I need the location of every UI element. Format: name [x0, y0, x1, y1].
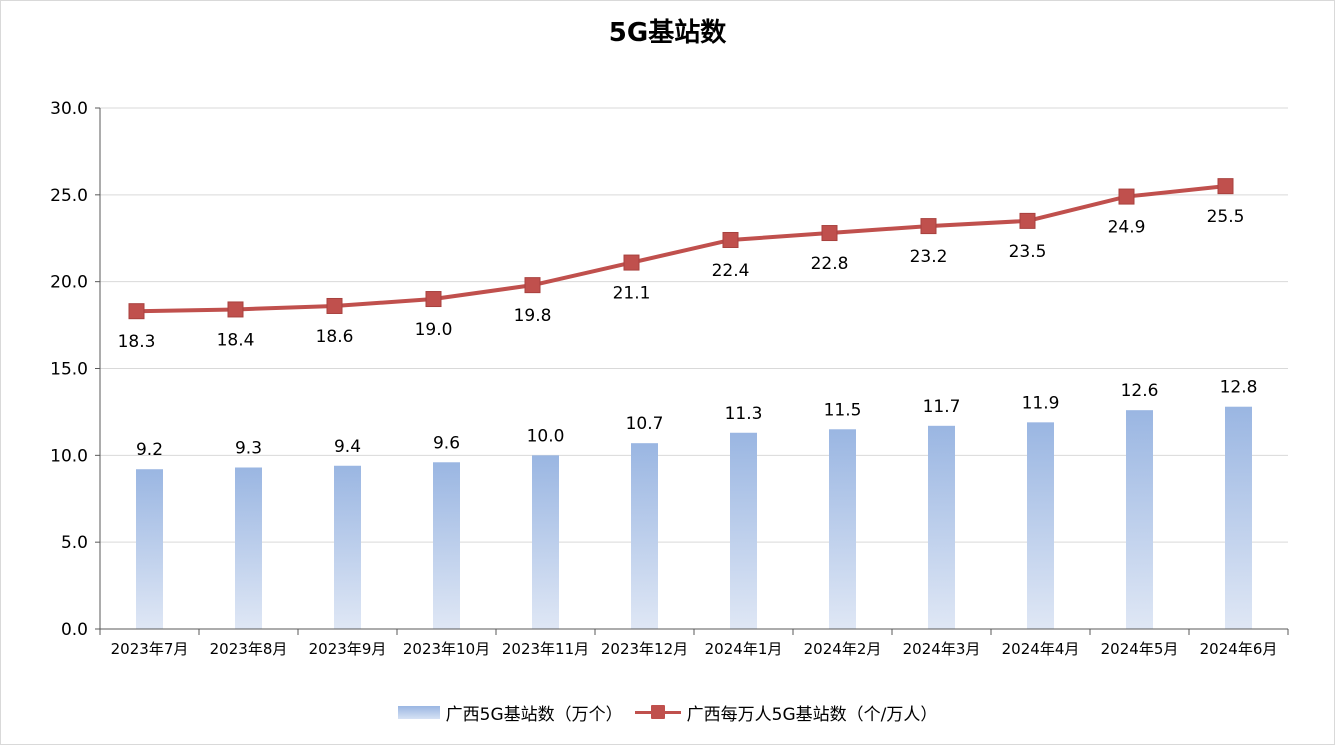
- line-marker: [128, 303, 145, 320]
- bar: [1225, 406, 1252, 629]
- bar: [433, 462, 460, 629]
- x-axis-categories: 2023年7月 2023年8月 2023年9月 2023年10月 2023年11月 202…: [111, 640, 1278, 658]
- legend-line-label: 广西每万人5G基站数（个/万人）: [686, 704, 938, 725]
- bar: [235, 467, 262, 629]
- x-category-label: 2023年11月: [502, 640, 589, 658]
- bar-value-label: 9.3: [235, 438, 262, 458]
- bar-value-label: 11.5: [824, 400, 862, 420]
- legend-item-bar: 广西5G基站数（万个）: [397, 700, 623, 725]
- x-category-label: 2024年5月: [1101, 640, 1179, 658]
- x-category-label: 2024年4月: [1002, 640, 1080, 658]
- x-category-label: 2023年8月: [210, 640, 288, 658]
- line-marker: [821, 225, 838, 242]
- bar-value-label: 11.9: [1022, 393, 1060, 413]
- line-value-label: 18.3: [118, 332, 156, 352]
- y-axis-ticks: 0.0 5.0 10.0 15.0 20.0 25.0 30.0: [50, 99, 88, 640]
- bar-value-label: 12.6: [1121, 381, 1159, 401]
- bar-value-label: 9.6: [433, 433, 460, 453]
- y-tick-label: 25.0: [50, 186, 88, 206]
- bar-value-label: 11.3: [725, 404, 763, 424]
- line-value-label: 18.4: [217, 330, 255, 350]
- bar: [136, 469, 163, 629]
- line-value-label: 23.2: [910, 247, 948, 267]
- legend: 广西5G基站数（万个） 广西每万人5G基站数（个/万人）: [0, 700, 1335, 725]
- x-category-label: 2024年1月: [705, 640, 783, 658]
- x-category-label: 2023年10月: [403, 640, 490, 658]
- y-tick-label: 20.0: [50, 273, 88, 293]
- line-value-labels: 18.3 18.4 18.6 19.0 19.8 21.1 22.4 22.8 23.2 23.5…: [118, 207, 1245, 352]
- line-value-label: 25.5: [1207, 207, 1245, 227]
- legend-line-swatch: [634, 705, 681, 719]
- line-marker: [623, 254, 640, 271]
- bar: [928, 425, 955, 629]
- line-value-label: 21.1: [613, 284, 651, 304]
- bar: [1027, 422, 1054, 629]
- x-category-label: 2024年3月: [903, 640, 981, 658]
- bar: [334, 465, 361, 629]
- line-marker: [1019, 212, 1036, 229]
- chart-title: 5G基站数: [608, 18, 727, 48]
- legend-bar-label: 广西5G基站数（万个）: [445, 704, 623, 725]
- y-tick-label: 5.0: [61, 533, 88, 553]
- x-category-label: 2023年9月: [309, 640, 387, 658]
- y-tick-label: 10.0: [50, 446, 88, 466]
- x-category-label: 2024年6月: [1200, 640, 1278, 658]
- bar: [829, 429, 856, 629]
- line-marker: [1118, 188, 1135, 205]
- bar-value-label: 9.4: [334, 437, 361, 457]
- bar: [631, 443, 658, 629]
- line-value-label: 23.5: [1009, 242, 1047, 262]
- x-category-label: 2024年2月: [804, 640, 882, 658]
- bar-series: [136, 406, 1252, 629]
- bar-value-label: 9.2: [136, 440, 163, 460]
- line-value-label: 18.6: [316, 327, 354, 347]
- line-marker: [425, 291, 442, 308]
- line-value-label: 19.8: [514, 306, 552, 326]
- x-category-label: 2023年12月: [601, 640, 688, 658]
- bar-value-label: 10.7: [626, 414, 664, 434]
- line-marker: [1217, 178, 1234, 195]
- legend-bar-swatch: [397, 705, 440, 719]
- chart-svg: 0.0 5.0 10.0 15.0 20.0 25.0 30.0 9.2 9.3 9.4 9.6 1…: [50, 99, 1289, 658]
- bar: [532, 455, 559, 629]
- line-value-label: 22.4: [712, 261, 750, 281]
- line-marker: [722, 231, 739, 248]
- line-value-label: 22.8: [811, 254, 849, 274]
- bar-value-label: 12.8: [1220, 378, 1258, 398]
- bar-value-label: 11.7: [923, 397, 961, 417]
- legend-item-line: 广西每万人5G基站数（个/万人）: [634, 700, 938, 725]
- bar: [1126, 410, 1153, 629]
- line-path: [136, 184, 1226, 314]
- y-tick-label: 15.0: [50, 360, 88, 380]
- y-tick-label: 0.0: [61, 620, 88, 640]
- grid-layer: [100, 107, 1288, 543]
- line-value-label: 24.9: [1108, 218, 1146, 238]
- bar-value-label: 10.0: [527, 426, 565, 446]
- line-marker: [227, 301, 244, 318]
- axes: [95, 107, 1289, 635]
- bar-value-labels: 9.2 9.3 9.4 9.6 10.0 10.7 11.3 11.5 11.7 11.9 12.6…: [136, 378, 1257, 461]
- line-marker: [524, 277, 541, 294]
- x-category-label: 2023年7月: [111, 640, 189, 658]
- bar: [730, 432, 757, 629]
- line-marker: [920, 218, 937, 235]
- line-series: [128, 178, 1234, 320]
- line-marker: [326, 297, 343, 314]
- line-value-label: 19.0: [415, 320, 453, 340]
- y-tick-label: 30.0: [50, 99, 88, 119]
